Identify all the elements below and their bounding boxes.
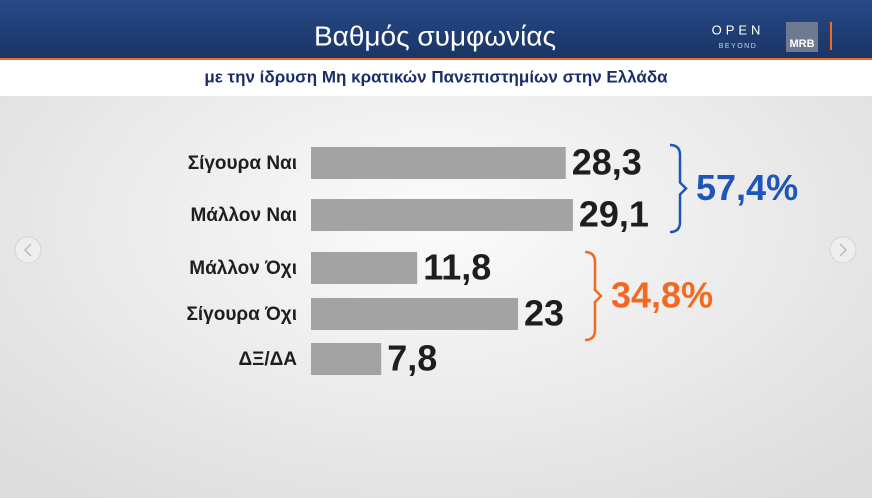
group-total: 57,4%: [696, 167, 798, 208]
bracket: [669, 143, 688, 234]
logo-text: BEYOND: [719, 43, 758, 50]
value-label: 28,3: [572, 142, 642, 183]
category-label: Μάλλον Ναι: [190, 205, 297, 226]
nav-prev[interactable]: [14, 236, 42, 264]
category-label: Σίγουρα Όχι: [186, 304, 297, 325]
chart-title: Βαθμός συμφωνίας: [314, 20, 556, 51]
value-label: 29,1: [579, 194, 649, 235]
value-label: 7,8: [387, 338, 437, 379]
subtitle-band: [0, 60, 872, 96]
header-rule: [0, 58, 872, 60]
value-label: 23: [524, 293, 564, 334]
logo-text: MRB: [789, 38, 814, 50]
bar: [311, 199, 573, 231]
header: [0, 0, 872, 58]
logo-box: [786, 22, 818, 52]
bar: [311, 298, 518, 330]
chart-subtitle: με την ίδρυση Μη κρατικών Πανεπιστημίων …: [204, 67, 668, 86]
logo-text: OPEN: [712, 22, 765, 37]
group-total: 34,8%: [611, 275, 713, 316]
bar: [311, 147, 566, 179]
logo-rule: [830, 22, 832, 50]
category-label: ΔΞ/ΔΑ: [238, 349, 297, 370]
value-label: 11,8: [423, 247, 491, 288]
category-label: Σίγουρα Ναι: [188, 153, 297, 174]
nav-next[interactable]: [829, 236, 857, 264]
category-label: Μάλλον Όχι: [189, 258, 297, 279]
bar: [311, 252, 418, 284]
bar: [311, 343, 382, 375]
bracket: [584, 250, 603, 342]
